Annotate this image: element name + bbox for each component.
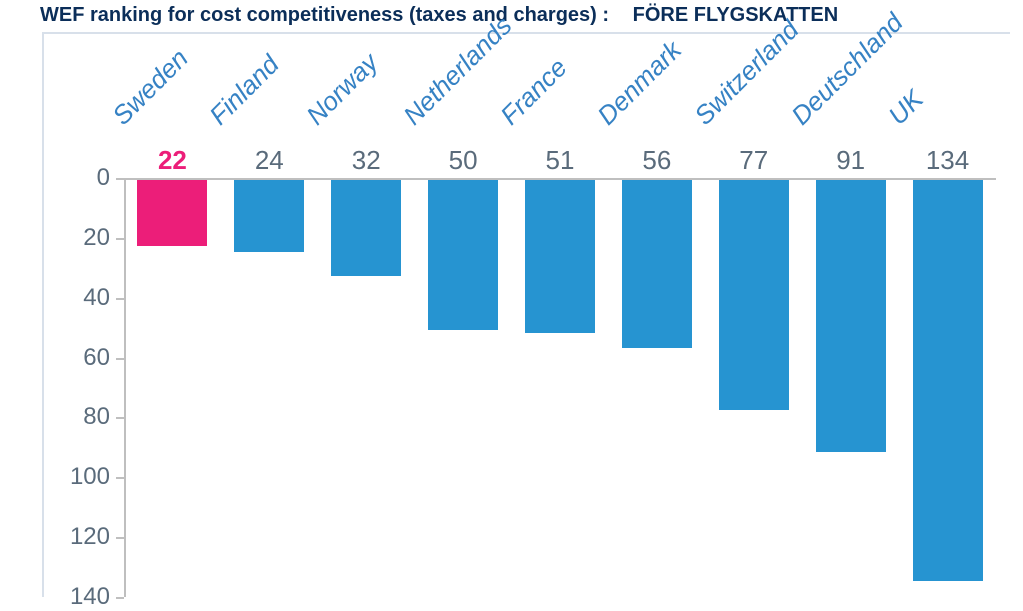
bar-slot: Sweden22 <box>124 178 221 597</box>
plot-area: 020406080100120140Sweden22Finland24Norwa… <box>124 178 996 597</box>
category-label: Denmark <box>591 35 688 132</box>
category-label: Sweden <box>107 43 195 131</box>
bar-slot: Deutschland91 <box>802 178 899 597</box>
chart-title: WEF ranking for cost competitiveness (ta… <box>40 4 838 27</box>
chart-title-part1: WEF ranking for cost competitiveness (ta… <box>40 4 609 26</box>
category-label: Finland <box>204 49 286 131</box>
value-label: 134 <box>926 145 969 176</box>
bar-slot: Netherlands50 <box>415 178 512 597</box>
value-label: 77 <box>739 145 768 176</box>
value-label: 24 <box>255 145 284 176</box>
value-label: 91 <box>836 145 865 176</box>
bar: 32 <box>331 180 401 276</box>
bar: 77 <box>719 180 789 410</box>
value-label: 32 <box>352 145 381 176</box>
y-tick-label: 40 <box>83 284 110 312</box>
bar: 56 <box>622 180 692 348</box>
y-tick-label: 80 <box>83 403 110 431</box>
bar: 50 <box>428 180 498 330</box>
y-tick <box>116 238 124 240</box>
category-label: UK <box>882 84 929 131</box>
value-label: 50 <box>449 145 478 176</box>
y-tick <box>116 477 124 479</box>
y-tick-label: 100 <box>70 463 110 491</box>
chart-title-part2: FÖRE FLYGSKATTEN <box>633 4 839 26</box>
y-tick-label: 120 <box>70 523 110 551</box>
y-tick <box>116 298 124 300</box>
bar: 134 <box>913 180 983 581</box>
chart-frame: 020406080100120140Sweden22Finland24Norwa… <box>42 32 1010 597</box>
y-tick-label: 60 <box>83 344 110 372</box>
bar-slot: Finland24 <box>221 178 318 597</box>
y-tick-label: 20 <box>83 224 110 252</box>
category-label: Switzerland <box>688 14 805 131</box>
value-label: 51 <box>546 145 575 176</box>
value-label: 56 <box>642 145 671 176</box>
category-label: France <box>494 52 573 131</box>
bar: 24 <box>234 180 304 252</box>
bar-slot: Denmark56 <box>608 178 705 597</box>
bar: 22 <box>137 180 207 246</box>
bar-slot: France51 <box>512 178 609 597</box>
bar-slot: UK134 <box>899 178 996 597</box>
bar-slot: Norway32 <box>318 178 415 597</box>
bar: 91 <box>816 180 886 452</box>
bar-slot: Switzerland77 <box>705 178 802 597</box>
y-tick-label: 0 <box>97 164 110 192</box>
y-tick <box>116 178 124 180</box>
y-tick <box>116 358 124 360</box>
y-tick <box>116 417 124 419</box>
bar: 51 <box>525 180 595 333</box>
y-tick-label: 140 <box>70 583 110 611</box>
category-label: Norway <box>300 47 384 131</box>
y-tick <box>116 597 124 599</box>
value-label: 22 <box>158 145 187 176</box>
y-tick <box>116 537 124 539</box>
